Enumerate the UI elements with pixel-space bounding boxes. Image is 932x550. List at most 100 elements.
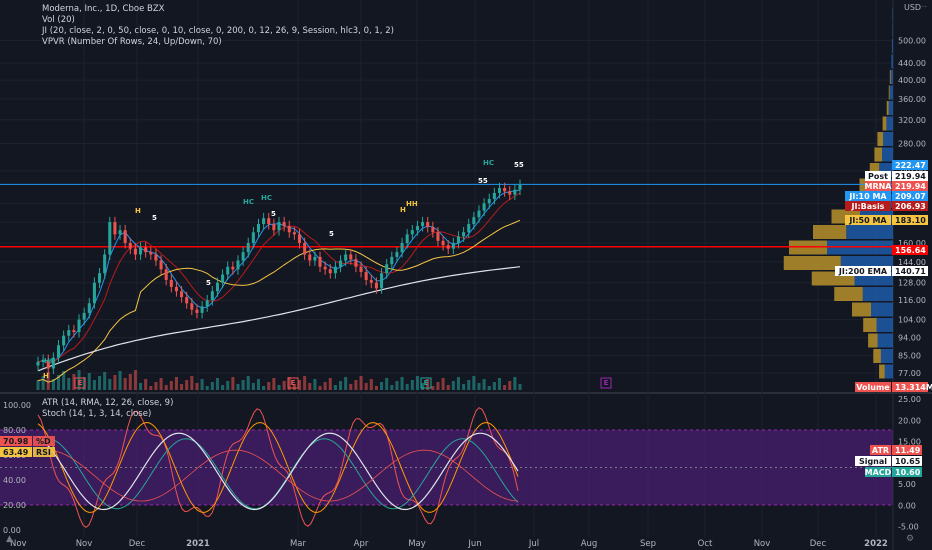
price-tag-label-bg (845, 215, 891, 225)
price-tag-label: JI:10 MA (848, 192, 887, 201)
ji-study[interactable]: JI (20, close, 2, 0, 50, close, 0, 10, c… (42, 26, 394, 36)
price-tag-label: JI:200 EMA (838, 267, 888, 276)
volume-bar (282, 381, 286, 390)
stoch-tag-value: 63.49 (3, 448, 29, 457)
candle-body (339, 260, 343, 267)
candle-body (226, 266, 230, 275)
atr-tag-label: MACD (865, 468, 892, 477)
atr-study[interactable]: ATR (14, RMA, 12, 26, close, 9) (42, 398, 174, 408)
vpvr-up-bar (846, 225, 893, 239)
volume-bar (139, 383, 143, 390)
candle-body (221, 274, 225, 283)
vpvr-up-bar (883, 132, 893, 146)
time-tick-label: Aug (581, 539, 598, 549)
price-tag-value-bg (892, 171, 928, 181)
atr-tick-label: 15.00 (898, 438, 921, 447)
price-tick-label: 500.00 (898, 36, 926, 45)
time-tick-label: 2022 (864, 539, 888, 549)
candle-body (374, 282, 378, 289)
candle-body (180, 291, 184, 298)
stoch-tick-label: 0.00 (3, 526, 21, 535)
volume-bar (92, 380, 96, 390)
candle-body (456, 236, 460, 244)
volume-bar (251, 383, 255, 390)
stoch-study[interactable]: Stoch (14, 1, 3, 14, close) (42, 409, 152, 419)
candle-body (328, 269, 332, 274)
vpvr-down-bar (863, 318, 877, 332)
earnings-marker (74, 377, 86, 389)
time-tick-label: Sep (640, 539, 656, 549)
candle-body (441, 240, 445, 246)
time-tick-label: Jun (467, 539, 481, 549)
volume-bar (180, 384, 184, 390)
candle-body (82, 312, 86, 320)
time-axis[interactable]: Nov Dec 2021 Mar Apr May Jun Jul Aug Sep Oct Nov Dec… (10, 539, 888, 549)
volume-bar (113, 375, 117, 390)
stoch-tag-label: RSI (36, 448, 51, 457)
vol-study[interactable]: Vol (20) (42, 15, 75, 25)
settings-gear-icon[interactable]: ⚙ (906, 534, 915, 544)
stoch-tag-value-bg (0, 447, 32, 457)
volume-bar (267, 382, 271, 390)
price-tag-value: 206.93 (895, 202, 926, 211)
candle-body (369, 279, 373, 283)
price-tag-value: 222.47 (895, 161, 926, 170)
volume-bar (108, 379, 112, 390)
volume-bar (431, 386, 435, 390)
volume-bar (195, 383, 199, 390)
vpvr-up-bar (891, 54, 893, 69)
candle-body (236, 260, 240, 270)
atr-tick-label: 0.00 (898, 501, 916, 510)
price-tick-label: 85.00 (898, 351, 921, 360)
vpvr-down-bar (868, 333, 878, 348)
price-tag-value-bg (892, 191, 928, 201)
candle-body (431, 227, 435, 233)
legend-upper: Moderna, Inc., 1D, Cboe BZX Vol (20) JI … (42, 4, 394, 48)
candle-body (123, 230, 127, 244)
vpvr-study[interactable]: VPVR (Number Of Rows, 24, Up/Down, 70) (42, 37, 222, 47)
candle-body (282, 222, 286, 227)
price-tag-value-bg (892, 266, 928, 276)
pattern-mark: HC (261, 194, 272, 202)
vpvr-up-bar (877, 333, 893, 348)
volume-bar (385, 378, 389, 390)
atr-tick-label: 20.00 (898, 416, 921, 425)
horizontal-lines (0, 183, 893, 248)
volume-bar (236, 384, 240, 390)
volume-bar (323, 382, 327, 390)
vpvr-up-bar (892, 8, 893, 22)
volume-bar (221, 385, 225, 390)
candle-body (56, 345, 61, 358)
pattern-mark: 55 (478, 177, 488, 185)
candle-body (36, 361, 40, 366)
volume-bar (303, 376, 307, 390)
volume-bar (205, 386, 209, 390)
symbol-title[interactable]: Moderna, Inc., 1D, Cboe BZX (42, 4, 165, 14)
candle-body (113, 222, 117, 235)
volume-bar (51, 379, 55, 390)
candle-body (364, 271, 368, 280)
volume-bar (292, 384, 296, 390)
price-tick-label: 77.00 (898, 369, 921, 378)
menu-dots-icon[interactable]: ⋯ (919, 2, 927, 11)
candle-body (451, 243, 455, 249)
volume-bars (36, 370, 522, 390)
volume-bar (164, 385, 168, 390)
candle-body (385, 264, 389, 274)
volume-bar (210, 382, 214, 390)
vpvr-down-bar (783, 256, 841, 270)
candle-body (174, 286, 178, 292)
volume-bar (262, 386, 266, 390)
volume-bar (364, 383, 368, 390)
volume-bar (462, 384, 466, 390)
vpvr-down-bar (889, 70, 891, 84)
vpvr-up-bar (884, 364, 893, 379)
candle-body (508, 191, 512, 195)
atr-tag-label: Signal (859, 457, 887, 466)
candle-body (308, 254, 312, 261)
price-tag-value: 156.64 (895, 246, 926, 255)
volume-bar (246, 376, 250, 390)
time-tick-label: Dec (810, 539, 827, 549)
